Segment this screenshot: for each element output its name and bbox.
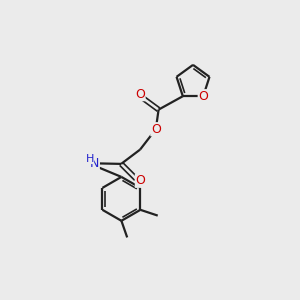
Text: O: O — [135, 174, 145, 187]
Text: O: O — [198, 90, 208, 103]
Text: O: O — [151, 123, 161, 136]
Text: N: N — [90, 157, 100, 170]
Text: H: H — [85, 154, 94, 164]
Text: O: O — [135, 88, 145, 100]
